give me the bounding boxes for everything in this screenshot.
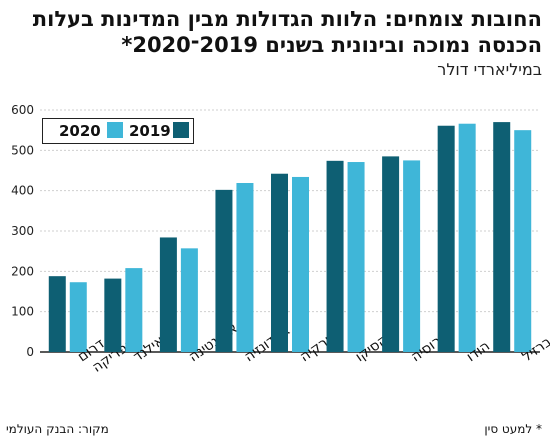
- bar-2020-3: [236, 183, 254, 352]
- bar-2019-3: [215, 189, 233, 352]
- bar-2020-1: [125, 268, 143, 352]
- y-tick-label-300: 300: [11, 224, 34, 238]
- bar-2019-7: [437, 125, 455, 352]
- bar-2020-5: [347, 162, 365, 352]
- bar-2019-1: [104, 278, 122, 352]
- bar-2020-6: [403, 160, 421, 352]
- footnote: * למעט סין: [484, 422, 542, 436]
- bar-2020-8: [514, 130, 532, 352]
- legend-swatch-2020: [107, 122, 123, 138]
- bar-2019-4: [271, 173, 288, 352]
- chart-title: החובות צומחים: הלוות הגדולות מבין המדינו…: [32, 7, 542, 57]
- chart-subtitle: במיליארדי דולר: [437, 60, 542, 79]
- y-tick-label-100: 100: [11, 305, 34, 319]
- legend-label-2019: 2019: [129, 122, 171, 140]
- legend-swatch-2019: [173, 122, 189, 138]
- legend: 2020 2019: [42, 118, 194, 144]
- y-tick-label-500: 500: [11, 143, 34, 157]
- bar-2019-6: [382, 156, 400, 352]
- bar-2020-2: [180, 248, 198, 352]
- bar-2020-7: [458, 123, 476, 352]
- bar-2020-4: [292, 176, 309, 352]
- y-tick-label-400: 400: [11, 184, 34, 198]
- source-note: מקור: הבנק העולמי: [6, 422, 109, 436]
- y-tick-label-600: 600: [11, 103, 34, 117]
- bar-2019-8: [493, 122, 511, 352]
- legend-label-2020: 2020: [59, 122, 101, 140]
- bar-2019-0: [48, 276, 66, 352]
- bar-2019-2: [159, 237, 177, 352]
- y-tick-label-200: 200: [11, 264, 34, 278]
- bar-2019-5: [326, 160, 344, 352]
- bar-2020-0: [69, 282, 87, 352]
- y-tick-label-0: 0: [26, 345, 34, 359]
